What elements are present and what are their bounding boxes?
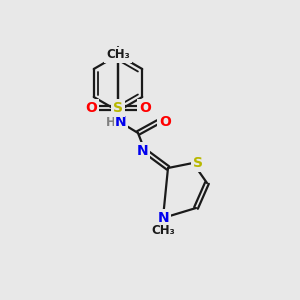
Text: S: S [113, 101, 123, 115]
Text: O: O [159, 115, 171, 129]
Text: S: S [193, 156, 203, 170]
Text: H: H [106, 116, 116, 128]
Text: O: O [85, 101, 97, 115]
Text: N: N [115, 115, 127, 129]
Text: N: N [137, 144, 149, 158]
Text: O: O [139, 101, 151, 115]
Text: CH₃: CH₃ [106, 49, 130, 62]
Text: CH₃: CH₃ [151, 224, 175, 236]
Text: N: N [158, 211, 170, 225]
